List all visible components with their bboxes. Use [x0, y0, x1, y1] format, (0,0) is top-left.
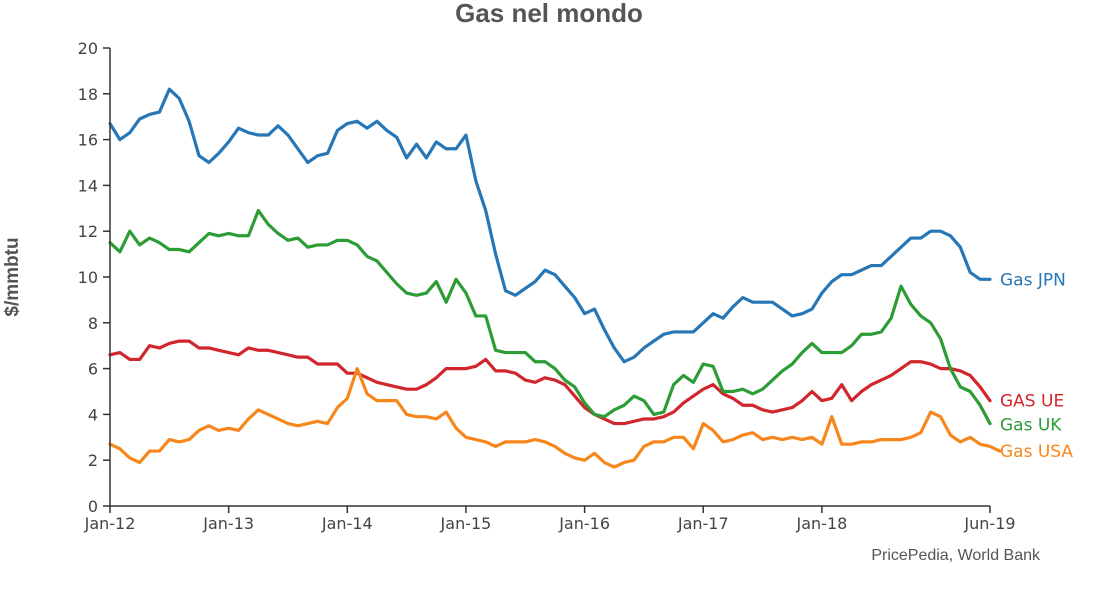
chart-title: Gas nel mondo [455, 0, 643, 28]
series-line-gas-usa [108, 367, 1002, 469]
x-tick-label: Jan-15 [440, 514, 492, 533]
y-tick-label: 4 [88, 405, 98, 424]
plot-area [108, 87, 1002, 469]
series-labels: Gas JPN GAS UE Gas UK Gas USA [1000, 270, 1073, 462]
y-tick-label: 2 [88, 451, 98, 470]
series-label-gas-ue: GAS UE [1000, 392, 1064, 412]
x-tick-label: Jan-13 [202, 514, 254, 533]
y-tick-label: 18 [78, 85, 98, 104]
y-tick-label: 0 [88, 497, 98, 516]
x-tick-label: Jan-18 [796, 514, 848, 533]
x-tick-label: Jan-14 [321, 514, 373, 533]
y-tick-label: 6 [88, 360, 98, 379]
series-label-gas-jpn: Gas JPN [1000, 270, 1066, 290]
y-ticks: 0 2 4 6 8 10 12 14 16 18 20 [78, 39, 110, 516]
x-ticks: Jan-12 Jan-13 Jan-14 Jan-15 Jan-16 Jan-17 Jan-… [84, 506, 1016, 533]
series-line-gas-jpn [108, 87, 992, 364]
y-tick-label: 8 [88, 314, 98, 333]
series-label-gas-usa: Gas USA [1000, 442, 1073, 462]
series-label-gas-uk: Gas UK [1000, 416, 1062, 436]
series-line-gas-uk [108, 208, 992, 426]
y-tick-label: 20 [78, 39, 98, 58]
series-line-gas-ue [108, 339, 992, 426]
x-tick-label: Jun-19 [963, 514, 1015, 533]
y-axis-label: $/mmbtu [2, 237, 23, 316]
x-tick-label: Jan-16 [558, 514, 610, 533]
y-tick-label: 10 [78, 268, 98, 287]
x-tick-label: Jan-12 [84, 514, 136, 533]
x-tick-label: Jan-17 [677, 514, 729, 533]
source-note: PricePedia, World Bank [871, 547, 1041, 564]
y-tick-label: 12 [78, 222, 98, 241]
y-tick-label: 14 [78, 176, 98, 195]
y-tick-label: 16 [78, 131, 98, 150]
